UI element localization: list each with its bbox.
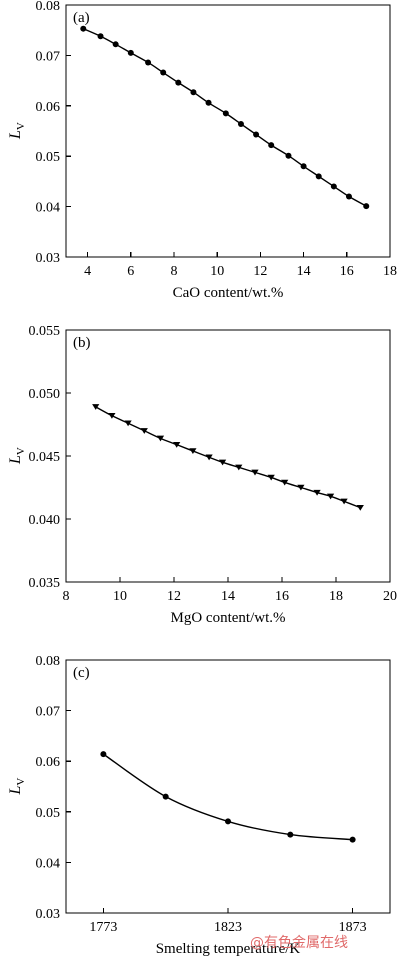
p0-data-point-12 [268, 142, 275, 149]
p0-data-point-17 [345, 193, 352, 200]
p2-plot-frame [65, 659, 391, 914]
p1-x-tick-label-1: 10 [113, 589, 127, 604]
p0-y-tick-label-5: 0.08 [36, 0, 61, 14]
p2-y-tick-label-4: 0.07 [36, 705, 61, 720]
p1-y-tick-label-0: 0.035 [29, 576, 61, 591]
p2-series-line-0 [102, 753, 353, 841]
p0-data-point-4 [145, 59, 152, 66]
p1-data-point-16 [340, 498, 348, 505]
p1-data-point-15 [327, 493, 335, 500]
p2-data-point-0 [100, 751, 107, 758]
p2-data-point-2 [225, 818, 231, 825]
p1-data-point-8 [219, 459, 227, 466]
p0-y-tick-label-3: 0.06 [36, 100, 61, 115]
p0-x-tick-label-4: 12 [253, 264, 267, 279]
p0-data-point-15 [315, 173, 322, 180]
p2-data-point-1 [162, 793, 169, 800]
p0-data-point-0 [80, 25, 87, 32]
p0-data-point-13 [285, 152, 292, 159]
p0-data-point-16 [330, 183, 337, 190]
p1-data-point-14 [313, 489, 321, 496]
p0-data-point-6 [175, 79, 182, 86]
p1-data-point-2 [124, 420, 132, 427]
p1-x-axis-title: MgO content/wt.% [171, 610, 286, 626]
p1-data-point-5 [173, 441, 181, 448]
p0-x-tick-label-3: 10 [210, 264, 224, 279]
p2-y-tick-label-5: 0.08 [36, 654, 61, 669]
p1-data-point-6 [189, 448, 197, 455]
p0-data-point-3 [127, 49, 134, 56]
p0-y-tick-label-2: 0.05 [36, 150, 61, 165]
p2-data-point-3 [287, 831, 294, 838]
p0-data-point-11 [253, 131, 260, 138]
p0-y-axis-title: LV [7, 122, 27, 140]
p0-y-tick-label-4: 0.07 [36, 49, 61, 64]
p0-x-tick-label-7: 18 [383, 264, 397, 279]
chart-panel-b: 8 10 12 14 16 18 20 0.035 0.040 0.045 0.050 0.055 Mg… [7, 324, 397, 626]
p1-data-point-12 [281, 479, 289, 486]
p2-x-tick-label-0: 1773 [89, 920, 117, 935]
p1-data-point-17 [356, 504, 364, 511]
p1-data-point-3 [140, 428, 148, 434]
p1-data-point-9 [235, 464, 243, 471]
p1-data-point-13 [297, 484, 305, 491]
p0-x-tick-label-1: 6 [127, 264, 134, 279]
p0-x-tick-label-2: 8 [171, 264, 178, 279]
p2-x-tick-label-1: 1823 [214, 920, 242, 935]
p1-panel-label: (b) [73, 335, 91, 351]
p1-x-tick-label-4: 16 [275, 589, 289, 604]
p1-data-point-11 [267, 474, 275, 481]
p0-data-point-14 [300, 163, 307, 170]
chart-panel-c: 1773 1823 1873 0.03 0.04 0.05 0.06 0.07 0.08 Smel… [7, 654, 391, 956]
p0-data-point-10 [237, 120, 244, 127]
p1-data-point-1 [108, 412, 116, 419]
p0-data-point-8 [205, 99, 212, 106]
p0-y-tick-label-1: 0.04 [36, 201, 61, 216]
p2-y-axis-title: LV [7, 778, 27, 796]
p2-y-tick-label-1: 0.04 [36, 856, 61, 871]
p2-y-tick-label-0: 0.03 [36, 907, 61, 922]
p1-data-point-7 [205, 454, 213, 461]
p0-x-tick-label-6: 16 [340, 264, 354, 279]
p1-x-tick-label-2: 12 [167, 589, 181, 604]
p2-data-point-4 [349, 836, 356, 843]
p0-data-point-7 [190, 89, 197, 96]
p1-x-tick-label-6: 20 [383, 589, 397, 604]
p0-data-point-9 [222, 110, 229, 117]
p1-plot-frame [65, 329, 391, 583]
p0-data-point-18 [363, 203, 370, 210]
p0-series-line-0 [82, 28, 367, 207]
p0-x-tick-label-5: 14 [297, 264, 311, 279]
p0-x-axis-title: CaO content/wt.% [173, 285, 284, 301]
p1-y-axis-title: LV [7, 447, 27, 465]
p1-x-tick-label-3: 14 [221, 589, 235, 604]
p1-data-point-10 [251, 469, 259, 476]
p0-plot-frame [65, 4, 391, 258]
p2-x-axis-title: Smelting temperature/K [156, 941, 301, 956]
p1-series-line-0 [95, 406, 361, 509]
p2-x-tick-label-2: 1873 [339, 920, 367, 935]
p1-y-tick-label-2: 0.045 [29, 450, 61, 465]
p1-x-tick-label-5: 18 [329, 589, 343, 604]
p2-y-tick-label-2: 0.05 [36, 806, 61, 821]
chart-panel-a: 4 6 8 10 12 14 16 18 0.03 0.04 0.05 0.06 0.07 0.08 CaO… [7, 0, 397, 301]
watermark-text: @有色金属在线 [250, 934, 348, 951]
p0-panel-label: (a) [73, 10, 90, 26]
p1-y-tick-label-1: 0.040 [29, 513, 61, 528]
p1-y-tick-label-3: 0.050 [29, 387, 61, 402]
p1-data-point-0 [92, 404, 100, 410]
p1-y-tick-label-4: 0.055 [29, 324, 61, 339]
p1-x-tick-label-0: 8 [63, 589, 70, 604]
p0-y-tick-label-0: 0.03 [36, 251, 61, 266]
p1-data-point-4 [156, 435, 165, 442]
p2-panel-label: (c) [73, 665, 90, 681]
p2-y-tick-label-3: 0.06 [36, 755, 61, 770]
p0-data-point-1 [97, 33, 104, 40]
p0-x-tick-label-0: 4 [84, 264, 91, 279]
p0-data-point-5 [160, 69, 167, 76]
p0-data-point-2 [112, 41, 119, 48]
